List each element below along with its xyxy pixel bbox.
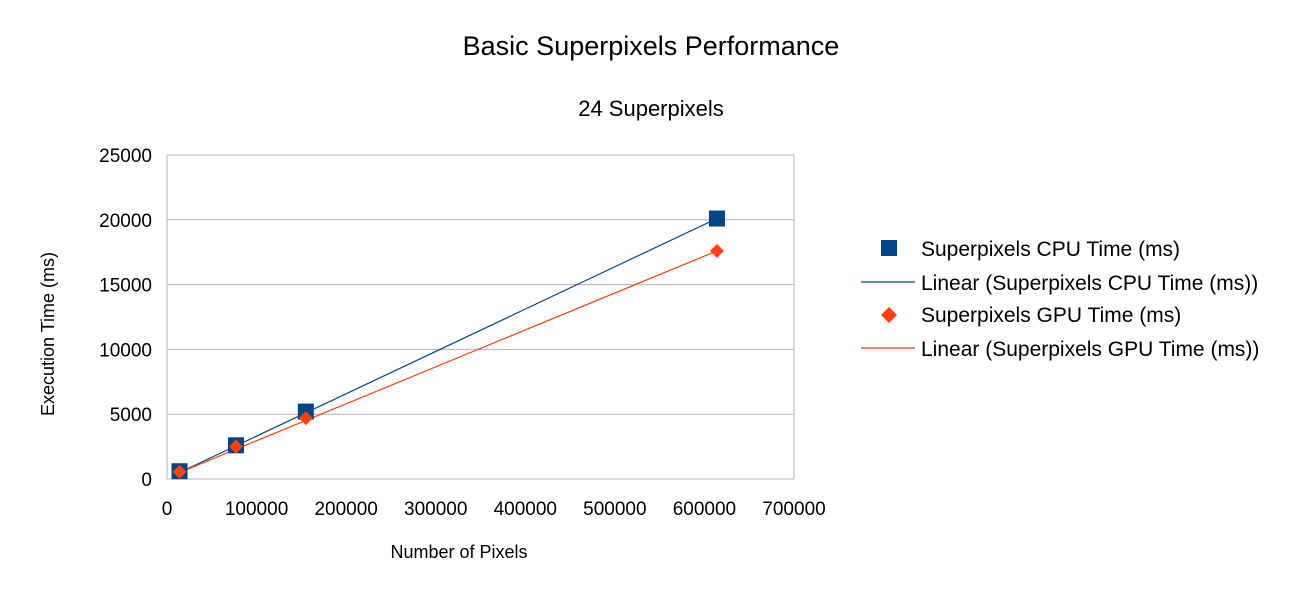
- y-tick-label: 15000: [99, 276, 152, 297]
- chart-title: Basic Superpixels Performance: [463, 31, 840, 61]
- gpu-point: [228, 439, 243, 454]
- y-tick-labels: 0 5000 10000 15000 20000 25000: [99, 146, 152, 491]
- y-tick-label: 20000: [99, 211, 152, 232]
- legend-cpu-trend-label: Linear (Superpixels CPU Time (ms)): [921, 272, 1258, 295]
- x-tick-labels: 0 100000 200000 300000 400000 500000 600000 700…: [162, 499, 826, 520]
- x-tick-label: 500000: [583, 499, 646, 520]
- x-tick-label: 400000: [494, 499, 557, 520]
- y-tick-label: 0: [141, 470, 152, 491]
- x-axis-title: Number of Pixels: [390, 542, 527, 562]
- y-tick-label: 5000: [110, 405, 152, 426]
- legend-cpu-label: Superpixels CPU Time (ms): [921, 238, 1180, 261]
- gpu-point: [709, 243, 724, 258]
- legend-cpu-marker: [881, 240, 897, 256]
- gpu-point: [298, 411, 313, 426]
- legend-gpu-marker: [881, 307, 897, 323]
- x-tick-label: 0: [162, 499, 173, 520]
- legend: Superpixels CPU Time (ms) Linear (Superp…: [861, 238, 1259, 361]
- legend-gpu-trend-label: Linear (Superpixels GPU Time (ms)): [921, 338, 1259, 361]
- cpu-point: [708, 210, 725, 227]
- gpu-point: [172, 464, 187, 479]
- chart-subtitle: 24 Superpixels: [578, 96, 724, 121]
- x-tick-label: 700000: [762, 499, 825, 520]
- y-tick-label: 25000: [99, 146, 152, 167]
- legend-gpu-label: Superpixels GPU Time (ms): [921, 304, 1181, 327]
- y-axis-title: Execution Time (ms): [38, 252, 58, 416]
- y-tick-label: 10000: [99, 340, 152, 361]
- gpu-trendline: [179, 250, 718, 474]
- x-tick-label: 600000: [673, 499, 736, 520]
- plot-grid: [166, 154, 795, 480]
- x-tick-label: 300000: [404, 499, 467, 520]
- x-tick-label: 100000: [225, 499, 288, 520]
- cpu-trendline: [179, 217, 718, 474]
- trendlines: [179, 217, 718, 474]
- x-tick-label: 200000: [314, 499, 377, 520]
- data-markers: [171, 210, 725, 480]
